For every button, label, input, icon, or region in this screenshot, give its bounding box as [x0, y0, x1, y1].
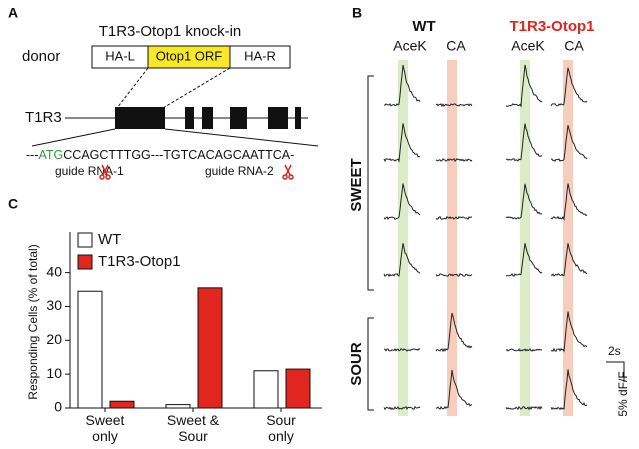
segment-label: HA-R: [244, 48, 276, 63]
row-group-label: SOUR: [348, 342, 365, 386]
guide-label: guide RNA-2: [205, 164, 274, 178]
seq-rest: CCAGCTTTGG---TGTCACAGCAATTCA-: [63, 148, 294, 162]
guide-label: guide RNA-1: [55, 164, 124, 178]
trace: [435, 369, 473, 410]
panel-label: C: [8, 196, 18, 212]
bar: [285, 368, 311, 409]
trace: [435, 216, 473, 220]
trace: [435, 273, 473, 277]
exons: [115, 107, 301, 129]
stim-label: CA: [564, 38, 584, 54]
stim-label: AceK: [393, 38, 427, 54]
sequence: ---ATGCCAGCTTTGG---TGTCACAGCAATTCA-: [26, 148, 294, 162]
y-tick-label: 10: [46, 365, 62, 381]
segment-label: HA-L: [105, 48, 135, 63]
y-tick-label: 0: [54, 399, 62, 415]
donor-label: donor: [22, 48, 60, 65]
trace: [550, 311, 588, 353]
scale-time: 2s: [608, 344, 621, 358]
trace: [435, 312, 473, 353]
trace: [550, 125, 588, 163]
stim-label: AceK: [511, 38, 545, 54]
seq-prefix: ---: [26, 148, 39, 162]
stim-band: [563, 60, 573, 416]
trace: [383, 243, 421, 278]
x-tick-label: Sweet only: [85, 412, 125, 444]
segment-label: Otop1 ORF: [156, 48, 223, 63]
stim-band: [447, 60, 457, 416]
trace: [383, 405, 421, 411]
trace: [550, 183, 588, 222]
bar: [165, 404, 191, 409]
dashed-connector: [162, 67, 231, 109]
y-tick-label: 20: [46, 331, 62, 347]
bar: [77, 290, 103, 409]
row-bracket: [367, 75, 374, 291]
legend-label: T1R3-Otop1: [98, 253, 181, 270]
panel-label: B: [352, 5, 362, 21]
y-axis-label: Responding Cells (% of total): [26, 244, 40, 399]
legend-swatch: [77, 232, 93, 248]
bar: [197, 287, 223, 409]
group-label: T1R3-Otop1: [509, 18, 594, 35]
y-tick-label: 30: [46, 297, 62, 313]
dashed-connector: [116, 67, 149, 109]
stim-band: [520, 60, 530, 416]
panel-title: T1R3-Otop1 knock-in: [99, 23, 242, 40]
stim-label: CA: [446, 38, 466, 54]
trace: [505, 243, 543, 277]
trace: [505, 348, 543, 352]
x-tick-label: Sweet & Sour: [166, 412, 220, 444]
trace: [383, 183, 421, 220]
ha-r-box: [229, 45, 291, 69]
zoom-line: [164, 128, 319, 147]
y-tick-label: 40: [46, 263, 62, 279]
trace: [550, 243, 588, 277]
trace: [435, 103, 473, 108]
scale-signal: 5% dF/F: [616, 371, 630, 416]
scissors: [99, 164, 294, 180]
zoom-line: [31, 128, 116, 147]
legend-swatch: [77, 254, 93, 270]
x-tick-label: Sour only: [266, 412, 296, 444]
trace: [550, 369, 588, 411]
chart: 0 10 20 30 40 WT T1R3-Otop1: [46, 231, 322, 415]
trace: [505, 123, 543, 162]
stim-band: [398, 60, 408, 416]
scale-bar: [606, 361, 625, 382]
group-label: WT: [412, 18, 435, 35]
trace: [505, 183, 543, 220]
row-group-label: SWEET: [348, 158, 365, 211]
bar: [109, 400, 135, 409]
legend-label: WT: [98, 231, 121, 248]
traces: [383, 64, 588, 411]
trace: [383, 123, 421, 163]
trace: [383, 64, 421, 107]
row-bracket: [367, 317, 374, 411]
gene-label: T1R3: [25, 109, 62, 126]
trace: [435, 158, 473, 163]
trace: [550, 67, 588, 107]
panel-label: A: [8, 5, 18, 21]
trace: [505, 405, 543, 411]
trace: [383, 348, 421, 352]
bar: [253, 370, 279, 409]
trace: [505, 64, 543, 108]
start-codon: ATG: [39, 148, 64, 162]
